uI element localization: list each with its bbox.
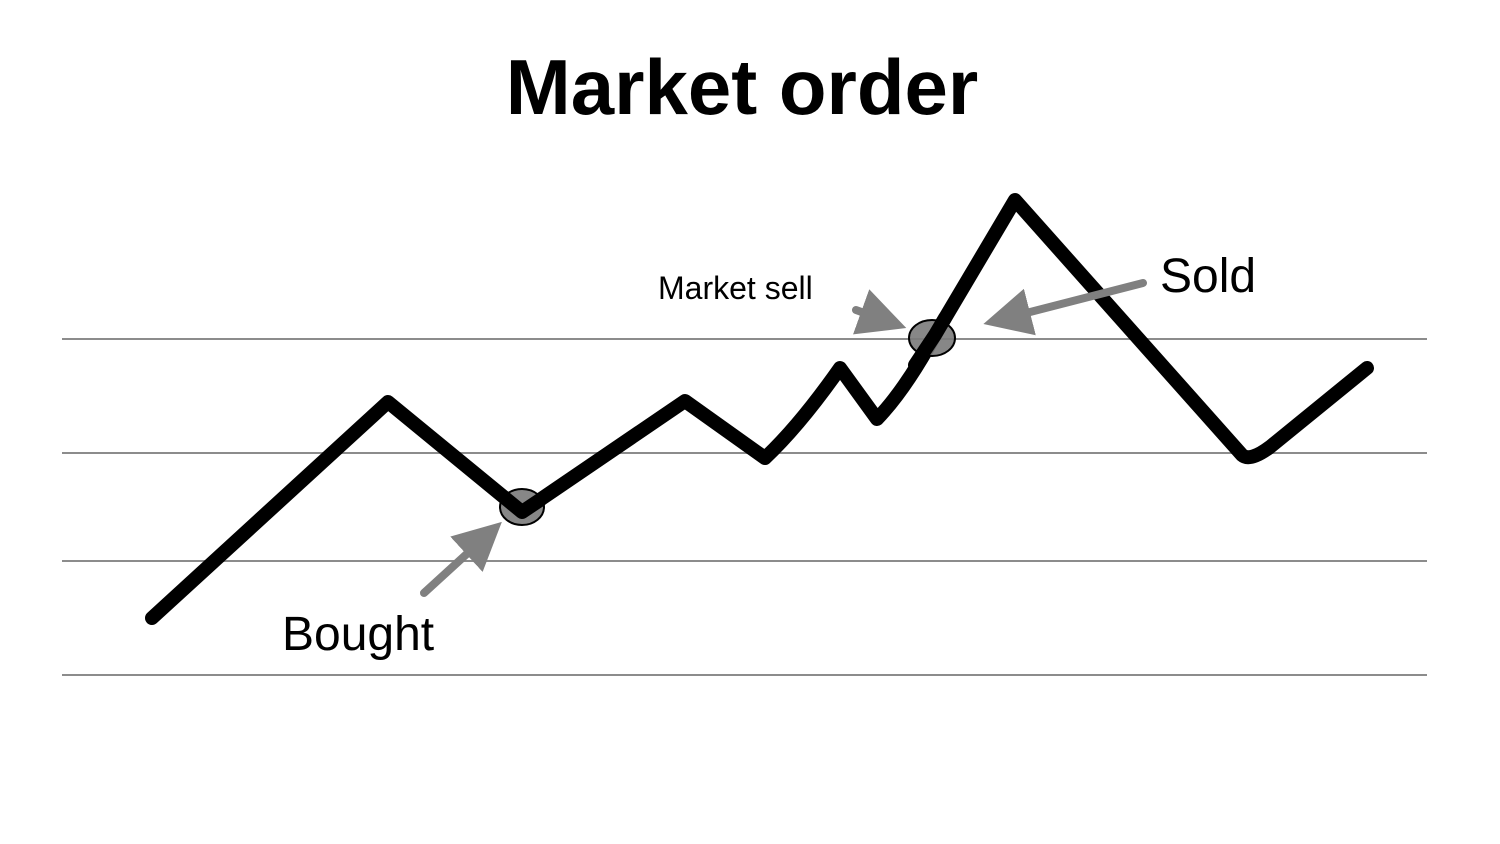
page-title: Market order xyxy=(506,43,979,131)
price-line-overlay xyxy=(498,311,952,519)
bought-label: Bought xyxy=(282,608,434,661)
market-sell-label: Market sell xyxy=(658,270,813,306)
market-sell-arrow xyxy=(852,289,907,335)
price-line xyxy=(145,193,1374,625)
sold-label: Sold xyxy=(1160,250,1256,303)
bought-arrow xyxy=(420,521,502,597)
sold-arrow xyxy=(983,279,1147,336)
reference-lines xyxy=(62,338,1427,676)
